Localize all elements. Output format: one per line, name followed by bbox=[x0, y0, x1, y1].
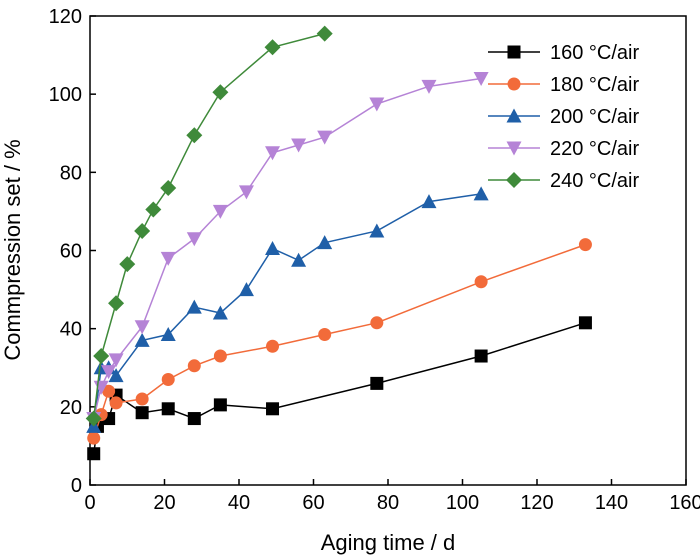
y-tick-label: 120 bbox=[49, 6, 82, 28]
data-point bbox=[102, 384, 116, 398]
data-point bbox=[135, 406, 149, 420]
legend-label: 200 °C/air bbox=[550, 106, 639, 128]
data-point bbox=[291, 252, 307, 267]
data-point bbox=[145, 201, 162, 218]
x-tick-label: 140 bbox=[595, 492, 628, 514]
y-tick-label: 80 bbox=[60, 162, 82, 184]
data-point bbox=[266, 339, 280, 353]
data-point bbox=[135, 392, 149, 406]
legend-item: 200 °C/air bbox=[488, 106, 639, 128]
data-point bbox=[578, 238, 592, 252]
data-point bbox=[134, 320, 150, 335]
data-point bbox=[266, 402, 280, 416]
data-point bbox=[421, 194, 437, 209]
legend-marker bbox=[507, 77, 521, 91]
data-point bbox=[291, 138, 307, 153]
data-point bbox=[473, 72, 489, 87]
data-point bbox=[474, 275, 488, 289]
data-point bbox=[212, 84, 229, 101]
data-point bbox=[317, 130, 333, 145]
data-point bbox=[161, 372, 175, 386]
data-point bbox=[134, 332, 150, 347]
data-point bbox=[87, 431, 101, 445]
data-point bbox=[108, 295, 125, 312]
data-point bbox=[160, 327, 176, 342]
data-point bbox=[238, 185, 254, 200]
y-tick-label: 0 bbox=[71, 475, 82, 497]
x-tick-label: 60 bbox=[302, 492, 324, 514]
series-4 bbox=[86, 72, 489, 427]
data-point bbox=[186, 127, 203, 144]
data-point bbox=[119, 256, 136, 273]
series-line bbox=[92, 77, 482, 419]
legend-item: 180 °C/air bbox=[488, 74, 639, 96]
data-point bbox=[318, 328, 332, 342]
y-axis-title: Commpression set / % bbox=[0, 139, 25, 360]
data-point bbox=[317, 235, 333, 250]
x-tick-label: 100 bbox=[446, 492, 479, 514]
legend-marker bbox=[506, 141, 522, 156]
data-point bbox=[186, 299, 202, 314]
legend-marker bbox=[507, 45, 521, 59]
data-point bbox=[212, 305, 228, 320]
legend-label: 180 °C/air bbox=[550, 74, 639, 96]
data-point bbox=[238, 282, 254, 297]
data-point bbox=[186, 232, 202, 247]
data-point bbox=[421, 79, 437, 94]
data-point bbox=[160, 251, 176, 266]
legend-label: 160 °C/air bbox=[550, 42, 639, 64]
data-point bbox=[578, 316, 592, 330]
data-point bbox=[316, 25, 333, 42]
data-point bbox=[213, 398, 227, 412]
data-point bbox=[370, 376, 384, 390]
data-point bbox=[108, 353, 124, 368]
data-point bbox=[93, 348, 110, 365]
data-point bbox=[160, 179, 177, 196]
data-point bbox=[370, 316, 384, 330]
x-tick-label: 0 bbox=[84, 492, 95, 514]
legend-marker bbox=[506, 172, 522, 188]
x-tick-label: 160 bbox=[669, 492, 700, 514]
data-point bbox=[187, 359, 201, 373]
x-tick-label: 40 bbox=[228, 492, 250, 514]
y-tick-label: 20 bbox=[60, 397, 82, 419]
data-point bbox=[85, 410, 102, 427]
legend-label: 220 °C/air bbox=[550, 138, 639, 160]
data-point bbox=[265, 241, 281, 256]
y-tick-label: 60 bbox=[60, 241, 82, 263]
data-point bbox=[161, 402, 175, 416]
x-tick-label: 120 bbox=[520, 492, 553, 514]
x-tick-label: 20 bbox=[153, 492, 175, 514]
data-point bbox=[101, 365, 117, 380]
legend-item: 220 °C/air bbox=[488, 138, 639, 160]
data-point bbox=[369, 97, 385, 112]
legend-marker bbox=[506, 108, 522, 123]
series-5 bbox=[85, 25, 333, 427]
legend-item: 240 °C/air bbox=[488, 170, 639, 192]
data-point bbox=[87, 447, 101, 461]
series-2 bbox=[87, 238, 592, 445]
data-point bbox=[213, 349, 227, 363]
y-tick-label: 40 bbox=[60, 319, 82, 341]
data-point bbox=[212, 204, 228, 219]
x-axis-title: Aging time / d bbox=[321, 530, 456, 555]
y-tick-label: 100 bbox=[49, 84, 82, 106]
series-line bbox=[92, 322, 586, 454]
legend-item: 160 °C/air bbox=[488, 42, 639, 64]
data-point bbox=[108, 368, 124, 383]
data-point bbox=[265, 146, 281, 161]
data-point bbox=[369, 223, 385, 238]
legend-label: 240 °C/air bbox=[550, 170, 639, 192]
data-point bbox=[264, 39, 281, 56]
x-tick-label: 80 bbox=[377, 492, 399, 514]
data-point bbox=[109, 396, 123, 410]
data-point bbox=[474, 349, 488, 363]
data-point bbox=[187, 412, 201, 426]
data-point bbox=[473, 186, 489, 201]
data-point bbox=[134, 222, 151, 239]
